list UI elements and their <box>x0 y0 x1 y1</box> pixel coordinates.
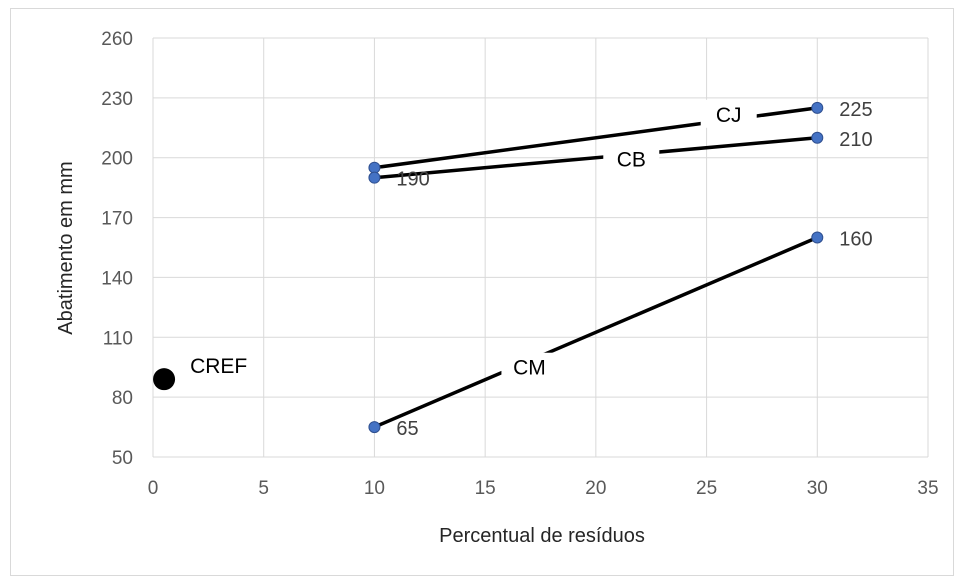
chart-frame <box>10 8 954 576</box>
series-label-cm: CM <box>513 357 546 380</box>
data-label-cb: 210 <box>839 129 872 151</box>
data-point-cm <box>368 421 381 434</box>
reference-label-cref: CREF <box>190 355 247 378</box>
data-point-cb <box>368 171 381 184</box>
x-tick-label: 20 <box>585 478 606 499</box>
series-label-bg-cb <box>603 144 660 173</box>
y-axis-title: Abatimento em mm <box>55 161 77 334</box>
y-tick-label: 200 <box>101 149 133 170</box>
x-tick-label: 10 <box>364 478 385 499</box>
data-point-cb <box>811 131 824 144</box>
data-label-cm: 160 <box>839 229 872 251</box>
y-tick-label: 140 <box>101 268 133 289</box>
x-tick-label: 30 <box>807 478 828 499</box>
series-label-bg-cm <box>501 352 558 381</box>
data-label-cj: 225 <box>839 99 872 121</box>
x-tick-label: 0 <box>148 478 159 499</box>
grid <box>152 37 929 458</box>
series-label-cb: CB <box>617 149 646 172</box>
y-tick-label: 80 <box>112 388 133 409</box>
y-tick-label: 230 <box>101 89 133 110</box>
data-point-cm <box>811 231 824 244</box>
series-line-cm <box>373 235 818 429</box>
series-line-cb <box>374 136 818 180</box>
x-tick-label: 35 <box>917 478 938 499</box>
y-axis: 50 80 110 140 170 200 230 260 <box>101 29 133 469</box>
y-tick-label: 50 <box>112 448 133 469</box>
x-tick-label: 25 <box>696 478 717 499</box>
y-tick-label: 170 <box>101 209 133 230</box>
x-tick-label: 15 <box>475 478 496 499</box>
reference-point-cref <box>153 368 176 391</box>
series-label-bg-cj <box>700 99 757 128</box>
data-label-cb: 190 <box>396 169 429 191</box>
y-tick-label: 110 <box>103 328 133 349</box>
series-label-cj: CJ <box>716 104 742 127</box>
series-layer: 225 CJ 190 210 CB 65 160 CM CREF <box>153 99 873 440</box>
x-tick-label: 5 <box>258 478 269 499</box>
data-point-cj <box>811 101 824 114</box>
x-axis: 0 5 10 15 20 25 30 35 <box>148 478 939 499</box>
data-point-cj <box>368 161 381 174</box>
y-tick-label: 260 <box>101 29 133 50</box>
x-axis-title: Percentual de resíduos <box>439 525 645 547</box>
data-label-cm: 65 <box>396 418 418 440</box>
